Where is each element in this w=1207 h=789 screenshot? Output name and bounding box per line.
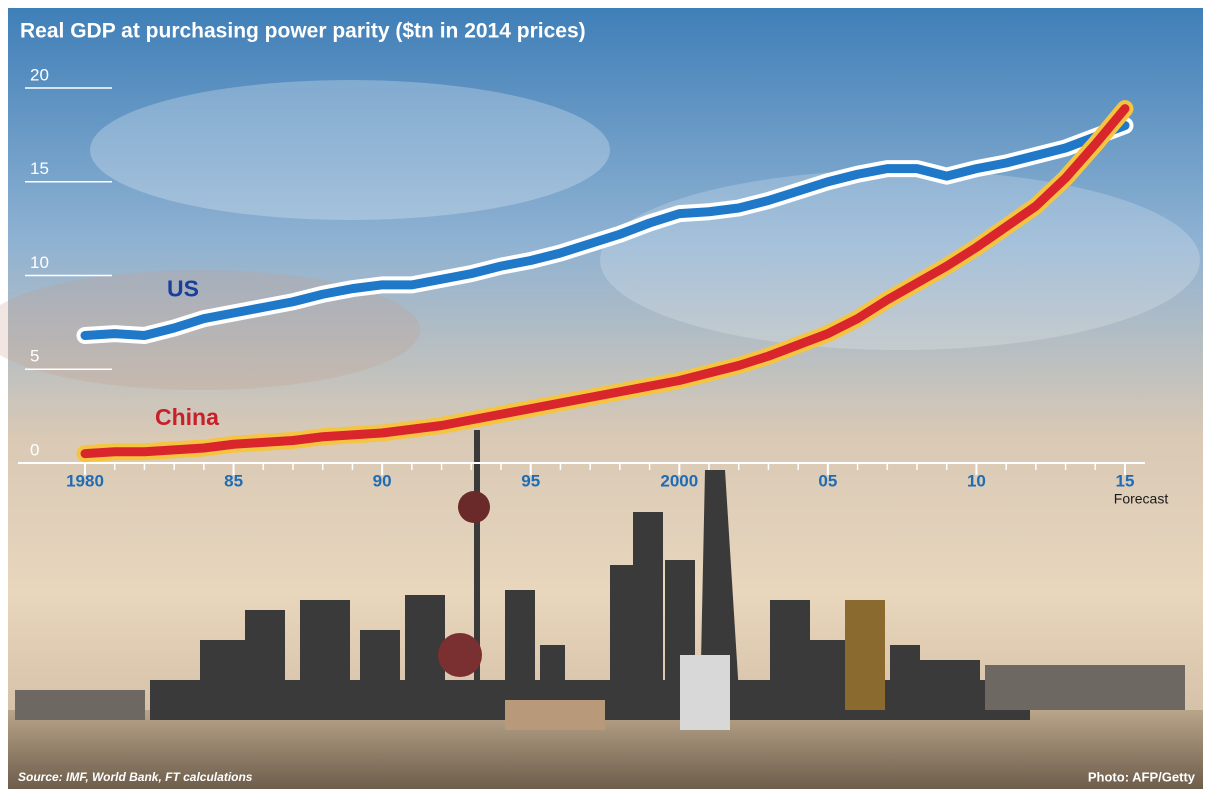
y-tick-label: 15 <box>30 159 49 178</box>
x-tick-label: 05 <box>818 471 837 490</box>
x-tick-label: 2000 <box>660 471 698 490</box>
annotation: Forecast <box>1114 491 1169 507</box>
photo-background <box>0 8 1203 789</box>
x-tick-label: 90 <box>373 471 392 490</box>
x-tick-label: 15 <box>1116 471 1135 490</box>
series-label: China <box>155 404 219 430</box>
x-tick-label: 85 <box>224 471 243 490</box>
line <box>80 104 1130 459</box>
credit: Photo: AFP/Getty <box>1088 769 1196 784</box>
series-label: US <box>167 276 199 302</box>
y-tick-label: 5 <box>30 347 39 366</box>
y-tick-label: 0 <box>30 440 39 459</box>
line <box>80 121 1130 340</box>
chart-title: Real GDP at purchasing power parity ($tn… <box>20 20 586 43</box>
x-tick-label: 10 <box>967 471 986 490</box>
source: Source: IMF, World Bank, FT calculations <box>18 770 253 784</box>
y-tick-label: 10 <box>30 253 49 272</box>
x-tick-label: 1980 <box>66 471 104 490</box>
y-tick-label: 20 <box>30 65 49 84</box>
x-tick-label: 95 <box>521 471 540 490</box>
